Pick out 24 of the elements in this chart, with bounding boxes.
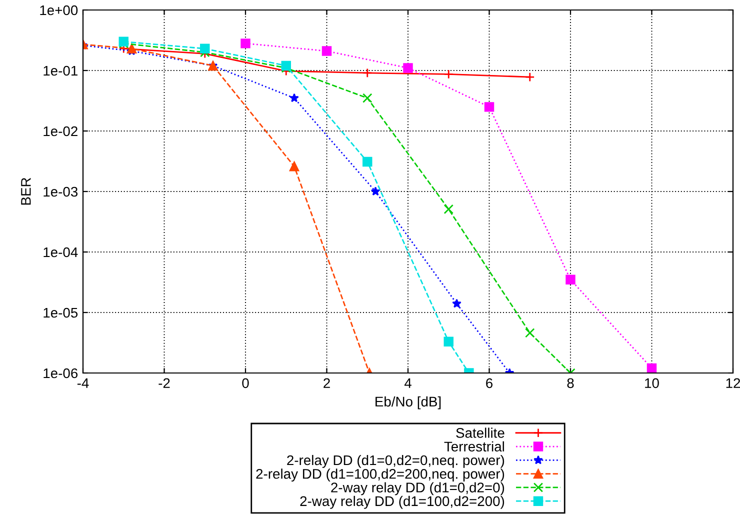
legend-label: 2-way relay DD (d1=0,d2=0) — [331, 482, 504, 496]
y-tick-label: 1e-03 — [44, 186, 78, 197]
y-tick-label: 1e-02 — [44, 126, 78, 136]
y-tick-label: 1e+00 — [40, 5, 78, 16]
x-tick-label: 8 — [567, 378, 574, 388]
x-tick-label: -4 — [77, 378, 89, 388]
y-tick-label: 1e-04 — [44, 247, 78, 258]
x-tick-label: -2 — [158, 378, 170, 388]
x-tick-label: 2 — [324, 378, 330, 388]
x-tick-label: 12 — [726, 378, 740, 388]
legend-label: 2-way relay DD (d1=100,d2=200) — [300, 496, 504, 509]
legend-label: Terrestrial — [444, 441, 504, 452]
y-axis-title: BER — [21, 178, 31, 205]
y-tick-label: 1e-06 — [44, 368, 78, 378]
x-tick-label: 10 — [645, 378, 659, 388]
y-tick-label: 1e-01 — [44, 66, 78, 76]
y-tick-label: 1e-05 — [44, 308, 78, 318]
legend-label: 2-relay DD (d1=100,d2=200,neq. power) — [256, 468, 504, 482]
legend-label: Satellite — [456, 428, 504, 438]
x-tick-label: 0 — [242, 378, 249, 388]
legend-label: 2-relay DD (d1=0,d2=0,neq. power) — [287, 454, 504, 468]
x-tick-label: 6 — [486, 378, 492, 388]
x-tick-label: 4 — [404, 378, 412, 388]
x-axis-title: Eb/No [dB] — [376, 396, 441, 410]
